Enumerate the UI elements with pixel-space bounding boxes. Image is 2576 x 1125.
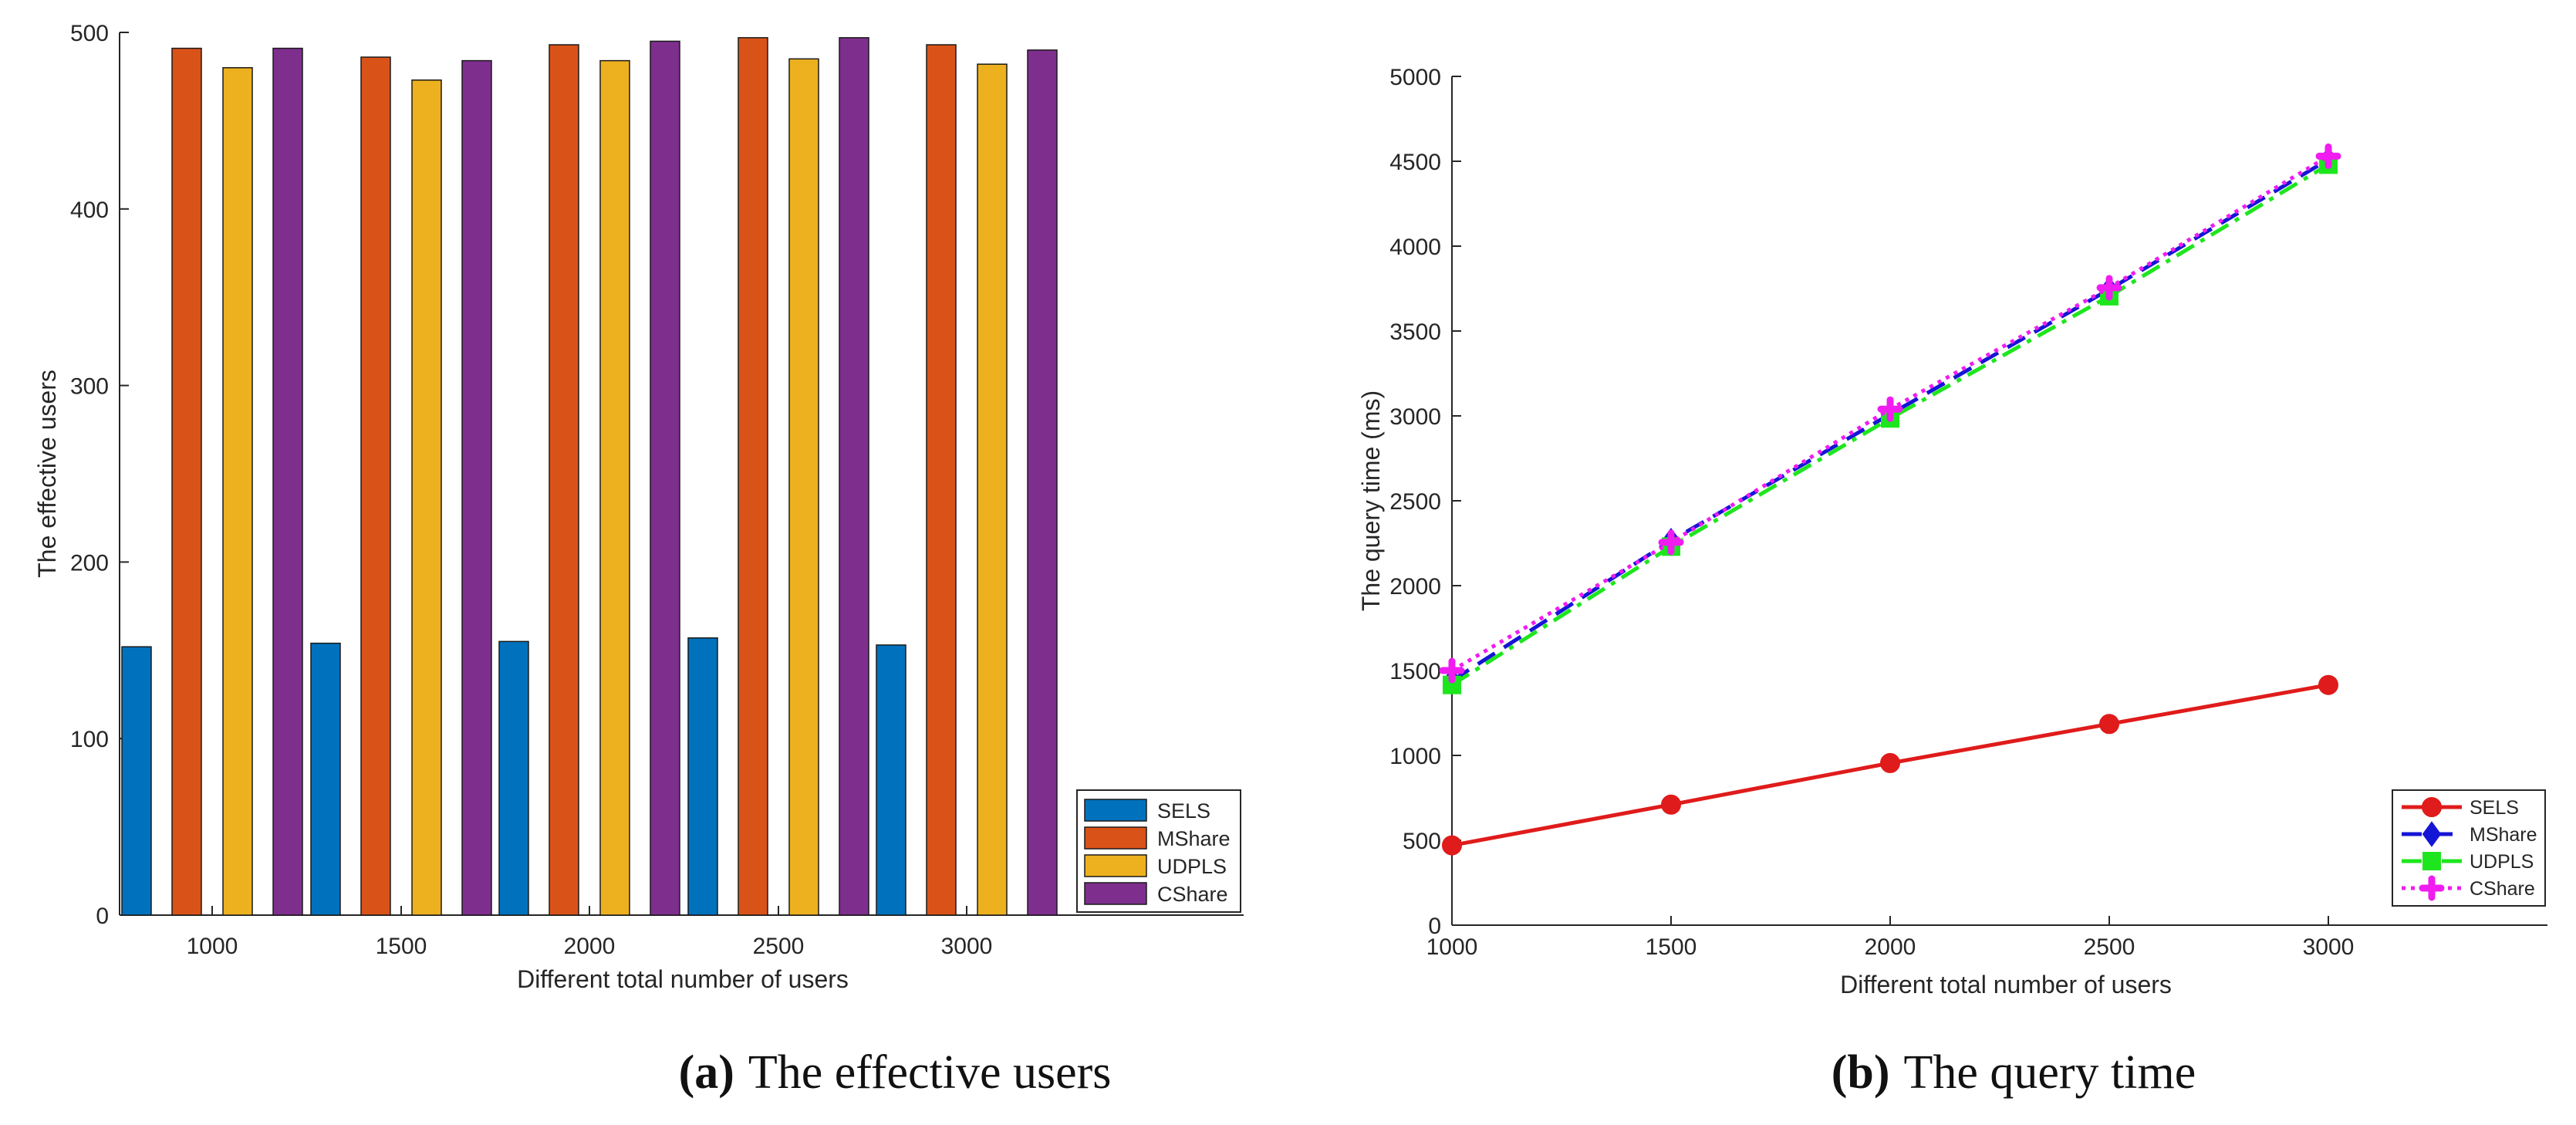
legend-swatch-sels <box>1084 799 1147 822</box>
x-tick-label: 1000 <box>1426 934 1478 960</box>
bar-cshare <box>839 37 869 916</box>
bar-cshare <box>650 40 680 916</box>
y-tick-label: 5000 <box>1389 65 1441 90</box>
legend-label: MShare <box>1157 827 1231 850</box>
y-tick-label: 100 <box>70 727 109 752</box>
bar-udpls <box>977 63 1008 916</box>
legend-swatch-udpls <box>1084 854 1147 877</box>
point-sels <box>2099 714 2119 735</box>
bar-mshare <box>926 44 957 916</box>
legend-label: UDPLS <box>2470 851 2534 873</box>
bar-cshare <box>272 47 303 916</box>
bar-udpls <box>222 67 253 916</box>
bar-udpls <box>599 59 630 916</box>
x-tick-label: 1000 <box>187 934 238 959</box>
y-tick-label: 300 <box>70 374 109 400</box>
caption-b: (b) The query time <box>1832 1046 2196 1099</box>
legend-marker-cshare <box>2419 875 2445 901</box>
legend-marker-mshare <box>2422 821 2442 847</box>
caption-a-label: (a) <box>679 1046 734 1099</box>
x-tick-label: 2000 <box>564 934 616 959</box>
y-tick-label: 3000 <box>1389 404 1441 430</box>
point-sels <box>1880 752 1900 773</box>
point-sels <box>2318 674 2338 695</box>
y-tick-label: 0 <box>96 904 109 929</box>
x-tick-label: 2000 <box>1865 934 1916 960</box>
bar-cshare <box>1027 49 1058 916</box>
bar-mshare <box>549 44 579 916</box>
bar-sels <box>310 642 341 916</box>
point-cshare <box>1877 396 1903 422</box>
caption-b-label: (b) <box>1832 1046 1890 1099</box>
bar-cshare <box>461 59 492 916</box>
legend-label: SELS <box>2470 797 2519 819</box>
bar-sels <box>498 640 529 916</box>
line-chart-panel: 0 500 1000 1500 2000 2500 3000 3500 4000 4500 5000… <box>1357 65 2547 998</box>
y-axis-label: The effective users <box>33 370 61 578</box>
legend-swatch-mshare <box>1084 826 1147 850</box>
x-tick-label: 3000 <box>941 934 993 959</box>
legend-swatch-cshare <box>1084 882 1147 905</box>
y-tick-label: 2500 <box>1389 489 1441 515</box>
caption-a: (a) The effective users <box>679 1046 1112 1099</box>
bar-mshare <box>738 37 768 916</box>
legend-label: CShare <box>2470 878 2535 900</box>
bar-chart-panel: 0 100 200 300 400 500 1000 1500 2000 2500 3000 Diff… <box>33 21 1244 993</box>
x-axis-label: Different total number of users <box>517 965 849 993</box>
y-axis-label: The query time (ms) <box>1357 390 1385 611</box>
bar-sels <box>121 646 152 916</box>
y-tick-label: 500 <box>70 21 109 46</box>
legend-box <box>2392 789 2546 907</box>
point-cshare <box>1658 529 1684 556</box>
legend-label: UDPLS <box>1157 855 1227 878</box>
legend-label: CShare <box>1157 883 1228 906</box>
caption-b-text: The query time <box>1904 1046 2196 1099</box>
bar-sels <box>687 637 718 916</box>
x-tick-label: 1500 <box>1646 934 1697 960</box>
x-axis-label: Different total number of users <box>1840 971 2172 998</box>
bar-mshare <box>360 56 391 916</box>
point-cshare <box>1439 657 1465 684</box>
point-cshare <box>2315 143 2341 169</box>
point-sels <box>1661 794 1681 815</box>
legend-marker-udpls <box>2422 852 2441 870</box>
legend-label: SELS <box>1157 799 1210 823</box>
x-tick-label: 2500 <box>2084 934 2135 960</box>
bar-sels <box>876 644 906 916</box>
y-tick-label: 0 <box>1428 914 1441 939</box>
y-tick-label: 400 <box>70 198 109 223</box>
y-tick-label: 200 <box>70 550 109 576</box>
caption-a-text: The effective users <box>748 1046 1112 1099</box>
y-tick-label: 4000 <box>1389 235 1441 260</box>
y-tick-label: 500 <box>1403 829 1441 854</box>
y-tick-label: 1500 <box>1389 659 1441 684</box>
bar-udpls <box>788 58 819 916</box>
y-tick-label: 4500 <box>1389 150 1441 175</box>
bar-mshare <box>171 47 202 916</box>
x-tick-label: 1500 <box>376 934 427 959</box>
y-tick-label: 1000 <box>1389 744 1441 769</box>
point-cshare <box>2096 275 2122 301</box>
x-tick-label: 3000 <box>2303 934 2355 960</box>
point-sels <box>1442 835 1462 856</box>
legend-marker-sels <box>2422 797 2442 817</box>
legend-label: MShare <box>2470 824 2537 846</box>
x-tick-label: 2500 <box>753 934 805 959</box>
y-tick-label: 3500 <box>1389 319 1441 345</box>
bar-udpls <box>411 79 442 916</box>
y-tick-label: 2000 <box>1389 574 1441 600</box>
